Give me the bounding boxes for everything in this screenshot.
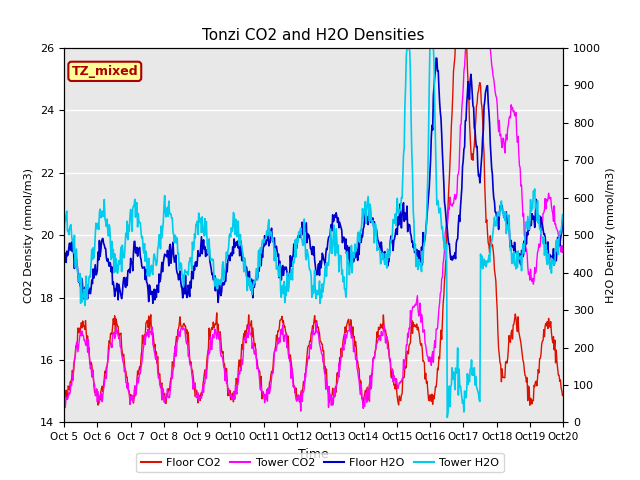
Tower H2O bbox=[444, 415, 451, 420]
Floor H2O bbox=[374, 239, 382, 244]
Floor CO2 bbox=[69, 373, 77, 379]
Floor H2O bbox=[60, 255, 68, 261]
Floor H2O bbox=[389, 248, 397, 253]
Tower H2O bbox=[120, 255, 128, 261]
Tower H2O bbox=[403, 45, 411, 51]
Line: Floor CO2: Floor CO2 bbox=[64, 0, 563, 405]
Tower H2O bbox=[69, 239, 77, 244]
Y-axis label: CO2 Density (mmol/m3): CO2 Density (mmol/m3) bbox=[24, 168, 35, 303]
Floor H2O bbox=[69, 237, 77, 243]
Floor CO2 bbox=[120, 359, 128, 365]
Tower CO2 bbox=[297, 408, 305, 414]
Y-axis label: H2O Density (mmol/m3): H2O Density (mmol/m3) bbox=[607, 168, 616, 303]
Floor CO2 bbox=[60, 390, 68, 396]
Tower H2O bbox=[60, 232, 68, 238]
Legend: Floor CO2, Tower CO2, Floor H2O, Tower H2O: Floor CO2, Tower CO2, Floor H2O, Tower H… bbox=[136, 453, 504, 472]
Text: TZ_mixed: TZ_mixed bbox=[72, 65, 138, 78]
Tower H2O bbox=[559, 212, 567, 218]
Tower CO2 bbox=[374, 336, 382, 342]
Tower H2O bbox=[172, 232, 179, 238]
Floor H2O bbox=[432, 55, 440, 61]
Tower CO2 bbox=[60, 395, 68, 400]
Floor H2O bbox=[120, 275, 128, 280]
Floor H2O bbox=[149, 300, 157, 306]
Tower CO2 bbox=[559, 250, 567, 255]
Tower H2O bbox=[388, 231, 396, 237]
Tower H2O bbox=[374, 244, 381, 250]
Line: Tower CO2: Tower CO2 bbox=[64, 0, 563, 411]
Tower CO2 bbox=[389, 379, 397, 384]
Tower CO2 bbox=[198, 396, 205, 401]
Floor CO2 bbox=[198, 390, 205, 396]
Tower CO2 bbox=[172, 343, 179, 349]
Line: Floor H2O: Floor H2O bbox=[64, 58, 563, 303]
Floor H2O bbox=[172, 252, 180, 258]
Line: Tower H2O: Tower H2O bbox=[64, 48, 563, 418]
Floor CO2 bbox=[172, 353, 179, 359]
Title: Tonzi CO2 and H2O Densities: Tonzi CO2 and H2O Densities bbox=[202, 28, 425, 43]
X-axis label: Time: Time bbox=[298, 448, 329, 461]
Floor H2O bbox=[559, 218, 567, 224]
Tower CO2 bbox=[120, 369, 128, 374]
Floor CO2 bbox=[374, 335, 381, 340]
Floor CO2 bbox=[388, 366, 396, 372]
Floor CO2 bbox=[559, 393, 567, 399]
Tower CO2 bbox=[69, 377, 77, 383]
Floor H2O bbox=[198, 251, 206, 257]
Tower H2O bbox=[198, 230, 205, 236]
Floor CO2 bbox=[526, 402, 534, 408]
